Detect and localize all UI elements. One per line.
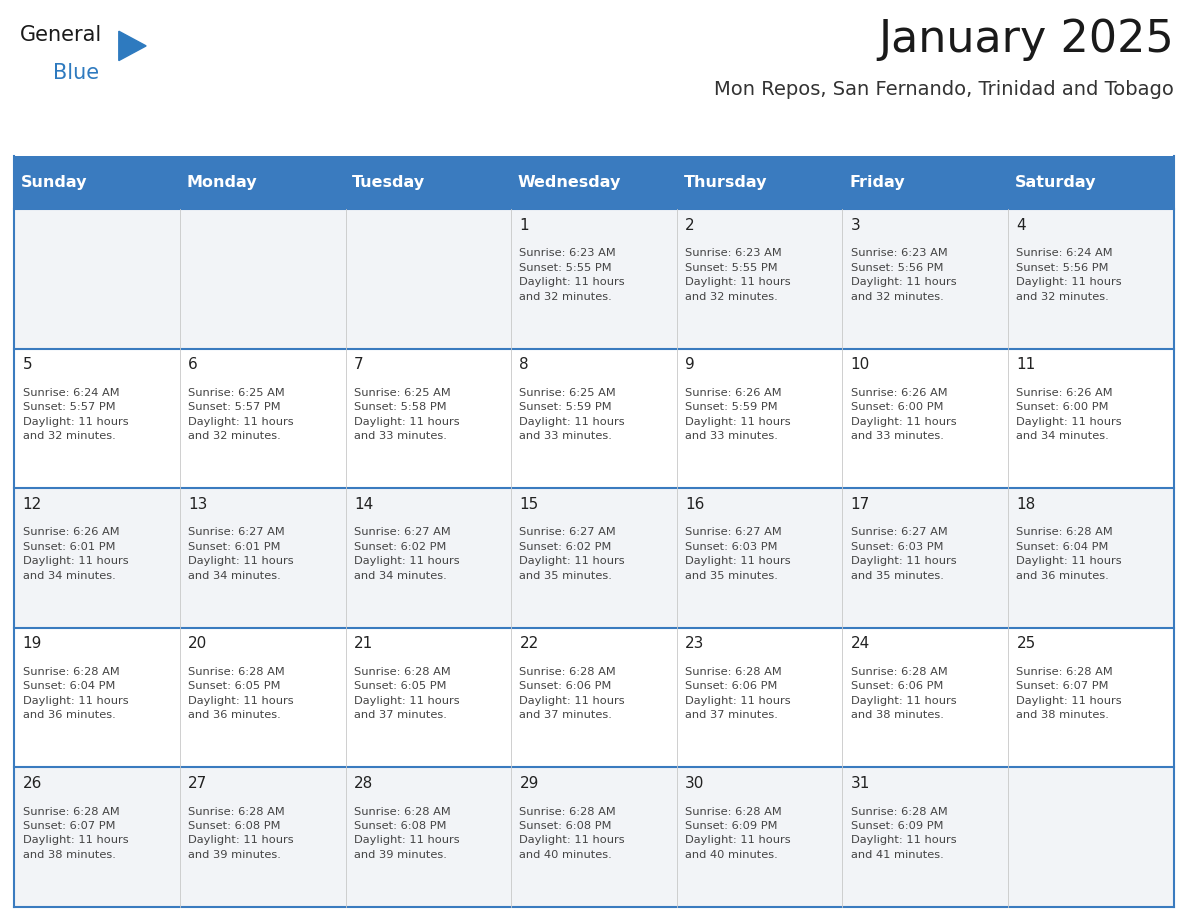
Text: 19: 19: [23, 636, 42, 651]
Text: Wednesday: Wednesday: [518, 175, 621, 190]
Text: Sunrise: 6:28 AM
Sunset: 6:08 PM
Daylight: 11 hours
and 40 minutes.: Sunrise: 6:28 AM Sunset: 6:08 PM Dayligh…: [519, 807, 625, 860]
Text: 22: 22: [519, 636, 538, 651]
Text: 30: 30: [685, 776, 704, 790]
Text: 26: 26: [23, 776, 42, 790]
Text: Friday: Friday: [849, 175, 905, 190]
Text: Sunrise: 6:24 AM
Sunset: 5:57 PM
Daylight: 11 hours
and 32 minutes.: Sunrise: 6:24 AM Sunset: 5:57 PM Dayligh…: [23, 388, 128, 442]
Text: Sunrise: 6:26 AM
Sunset: 6:01 PM
Daylight: 11 hours
and 34 minutes.: Sunrise: 6:26 AM Sunset: 6:01 PM Dayligh…: [23, 528, 128, 581]
Text: Sunrise: 6:27 AM
Sunset: 6:02 PM
Daylight: 11 hours
and 34 minutes.: Sunrise: 6:27 AM Sunset: 6:02 PM Dayligh…: [354, 528, 460, 581]
Text: Sunrise: 6:26 AM
Sunset: 6:00 PM
Daylight: 11 hours
and 33 minutes.: Sunrise: 6:26 AM Sunset: 6:00 PM Dayligh…: [851, 388, 956, 442]
Bar: [14, 628, 1174, 767]
Text: Sunrise: 6:28 AM
Sunset: 6:04 PM
Daylight: 11 hours
and 36 minutes.: Sunrise: 6:28 AM Sunset: 6:04 PM Dayligh…: [1017, 528, 1121, 581]
Text: Sunrise: 6:25 AM
Sunset: 5:58 PM
Daylight: 11 hours
and 33 minutes.: Sunrise: 6:25 AM Sunset: 5:58 PM Dayligh…: [354, 388, 460, 442]
Text: General: General: [20, 25, 102, 45]
Text: Sunrise: 6:28 AM
Sunset: 6:07 PM
Daylight: 11 hours
and 38 minutes.: Sunrise: 6:28 AM Sunset: 6:07 PM Dayligh…: [23, 807, 128, 860]
Text: Monday: Monday: [187, 175, 257, 190]
Text: 8: 8: [519, 357, 529, 372]
Text: 15: 15: [519, 497, 538, 511]
Text: Sunrise: 6:25 AM
Sunset: 5:57 PM
Daylight: 11 hours
and 32 minutes.: Sunrise: 6:25 AM Sunset: 5:57 PM Dayligh…: [188, 388, 293, 442]
Text: Mon Repos, San Fernando, Trinidad and Tobago: Mon Repos, San Fernando, Trinidad and To…: [714, 80, 1174, 99]
Text: 6: 6: [188, 357, 198, 372]
Text: 27: 27: [188, 776, 208, 790]
Text: Saturday: Saturday: [1015, 175, 1097, 190]
Text: 3: 3: [851, 218, 860, 232]
Text: Sunrise: 6:28 AM
Sunset: 6:04 PM
Daylight: 11 hours
and 36 minutes.: Sunrise: 6:28 AM Sunset: 6:04 PM Dayligh…: [23, 667, 128, 721]
Text: 1: 1: [519, 218, 529, 232]
Text: 24: 24: [851, 636, 870, 651]
Text: 31: 31: [851, 776, 870, 790]
Text: January 2025: January 2025: [878, 18, 1174, 62]
Bar: [14, 488, 1174, 628]
Text: Sunrise: 6:23 AM
Sunset: 5:55 PM
Daylight: 11 hours
and 32 minutes.: Sunrise: 6:23 AM Sunset: 5:55 PM Dayligh…: [519, 249, 625, 302]
Text: 20: 20: [188, 636, 208, 651]
Text: Sunrise: 6:23 AM
Sunset: 5:56 PM
Daylight: 11 hours
and 32 minutes.: Sunrise: 6:23 AM Sunset: 5:56 PM Dayligh…: [851, 249, 956, 302]
Text: Thursday: Thursday: [683, 175, 767, 190]
Text: Sunrise: 6:28 AM
Sunset: 6:05 PM
Daylight: 11 hours
and 36 minutes.: Sunrise: 6:28 AM Sunset: 6:05 PM Dayligh…: [188, 667, 293, 721]
Text: Sunrise: 6:27 AM
Sunset: 6:03 PM
Daylight: 11 hours
and 35 minutes.: Sunrise: 6:27 AM Sunset: 6:03 PM Dayligh…: [685, 528, 791, 581]
Text: 14: 14: [354, 497, 373, 511]
Text: Sunrise: 6:28 AM
Sunset: 6:09 PM
Daylight: 11 hours
and 41 minutes.: Sunrise: 6:28 AM Sunset: 6:09 PM Dayligh…: [851, 807, 956, 860]
Text: Sunrise: 6:23 AM
Sunset: 5:55 PM
Daylight: 11 hours
and 32 minutes.: Sunrise: 6:23 AM Sunset: 5:55 PM Dayligh…: [685, 249, 791, 302]
Text: Sunday: Sunday: [21, 175, 88, 190]
Text: Blue: Blue: [53, 63, 100, 84]
Text: 21: 21: [354, 636, 373, 651]
Text: 12: 12: [23, 497, 42, 511]
Text: Sunrise: 6:26 AM
Sunset: 6:00 PM
Daylight: 11 hours
and 34 minutes.: Sunrise: 6:26 AM Sunset: 6:00 PM Dayligh…: [1017, 388, 1121, 442]
Bar: [14, 209, 1174, 349]
Text: Sunrise: 6:28 AM
Sunset: 6:06 PM
Daylight: 11 hours
and 37 minutes.: Sunrise: 6:28 AM Sunset: 6:06 PM Dayligh…: [685, 667, 791, 721]
Text: 18: 18: [1017, 497, 1036, 511]
Text: Sunrise: 6:26 AM
Sunset: 5:59 PM
Daylight: 11 hours
and 33 minutes.: Sunrise: 6:26 AM Sunset: 5:59 PM Dayligh…: [685, 388, 791, 442]
Text: 9: 9: [685, 357, 695, 372]
Text: Sunrise: 6:28 AM
Sunset: 6:07 PM
Daylight: 11 hours
and 38 minutes.: Sunrise: 6:28 AM Sunset: 6:07 PM Dayligh…: [1017, 667, 1121, 721]
Bar: [14, 767, 1174, 907]
Text: Sunrise: 6:24 AM
Sunset: 5:56 PM
Daylight: 11 hours
and 32 minutes.: Sunrise: 6:24 AM Sunset: 5:56 PM Dayligh…: [1017, 249, 1121, 302]
Text: 10: 10: [851, 357, 870, 372]
Bar: [14, 156, 1174, 209]
Bar: [14, 349, 1174, 488]
Text: 17: 17: [851, 497, 870, 511]
Polygon shape: [119, 31, 146, 61]
Text: Sunrise: 6:25 AM
Sunset: 5:59 PM
Daylight: 11 hours
and 33 minutes.: Sunrise: 6:25 AM Sunset: 5:59 PM Dayligh…: [519, 388, 625, 442]
Text: 28: 28: [354, 776, 373, 790]
Text: 2: 2: [685, 218, 695, 232]
Text: 5: 5: [23, 357, 32, 372]
Text: 23: 23: [685, 636, 704, 651]
Text: Sunrise: 6:28 AM
Sunset: 6:09 PM
Daylight: 11 hours
and 40 minutes.: Sunrise: 6:28 AM Sunset: 6:09 PM Dayligh…: [685, 807, 791, 860]
Text: Sunrise: 6:28 AM
Sunset: 6:05 PM
Daylight: 11 hours
and 37 minutes.: Sunrise: 6:28 AM Sunset: 6:05 PM Dayligh…: [354, 667, 460, 721]
Text: Sunrise: 6:28 AM
Sunset: 6:06 PM
Daylight: 11 hours
and 37 minutes.: Sunrise: 6:28 AM Sunset: 6:06 PM Dayligh…: [519, 667, 625, 721]
Text: Sunrise: 6:27 AM
Sunset: 6:03 PM
Daylight: 11 hours
and 35 minutes.: Sunrise: 6:27 AM Sunset: 6:03 PM Dayligh…: [851, 528, 956, 581]
Text: 13: 13: [188, 497, 208, 511]
Text: Sunrise: 6:28 AM
Sunset: 6:08 PM
Daylight: 11 hours
and 39 minutes.: Sunrise: 6:28 AM Sunset: 6:08 PM Dayligh…: [188, 807, 293, 860]
Text: 16: 16: [685, 497, 704, 511]
Text: Sunrise: 6:27 AM
Sunset: 6:02 PM
Daylight: 11 hours
and 35 minutes.: Sunrise: 6:27 AM Sunset: 6:02 PM Dayligh…: [519, 528, 625, 581]
Text: Sunrise: 6:28 AM
Sunset: 6:06 PM
Daylight: 11 hours
and 38 minutes.: Sunrise: 6:28 AM Sunset: 6:06 PM Dayligh…: [851, 667, 956, 721]
Text: 29: 29: [519, 776, 539, 790]
Text: Sunrise: 6:27 AM
Sunset: 6:01 PM
Daylight: 11 hours
and 34 minutes.: Sunrise: 6:27 AM Sunset: 6:01 PM Dayligh…: [188, 528, 293, 581]
Text: 7: 7: [354, 357, 364, 372]
Text: Sunrise: 6:28 AM
Sunset: 6:08 PM
Daylight: 11 hours
and 39 minutes.: Sunrise: 6:28 AM Sunset: 6:08 PM Dayligh…: [354, 807, 460, 860]
Text: 4: 4: [1017, 218, 1026, 232]
Text: Tuesday: Tuesday: [352, 175, 425, 190]
Text: 11: 11: [1017, 357, 1036, 372]
Text: 25: 25: [1017, 636, 1036, 651]
